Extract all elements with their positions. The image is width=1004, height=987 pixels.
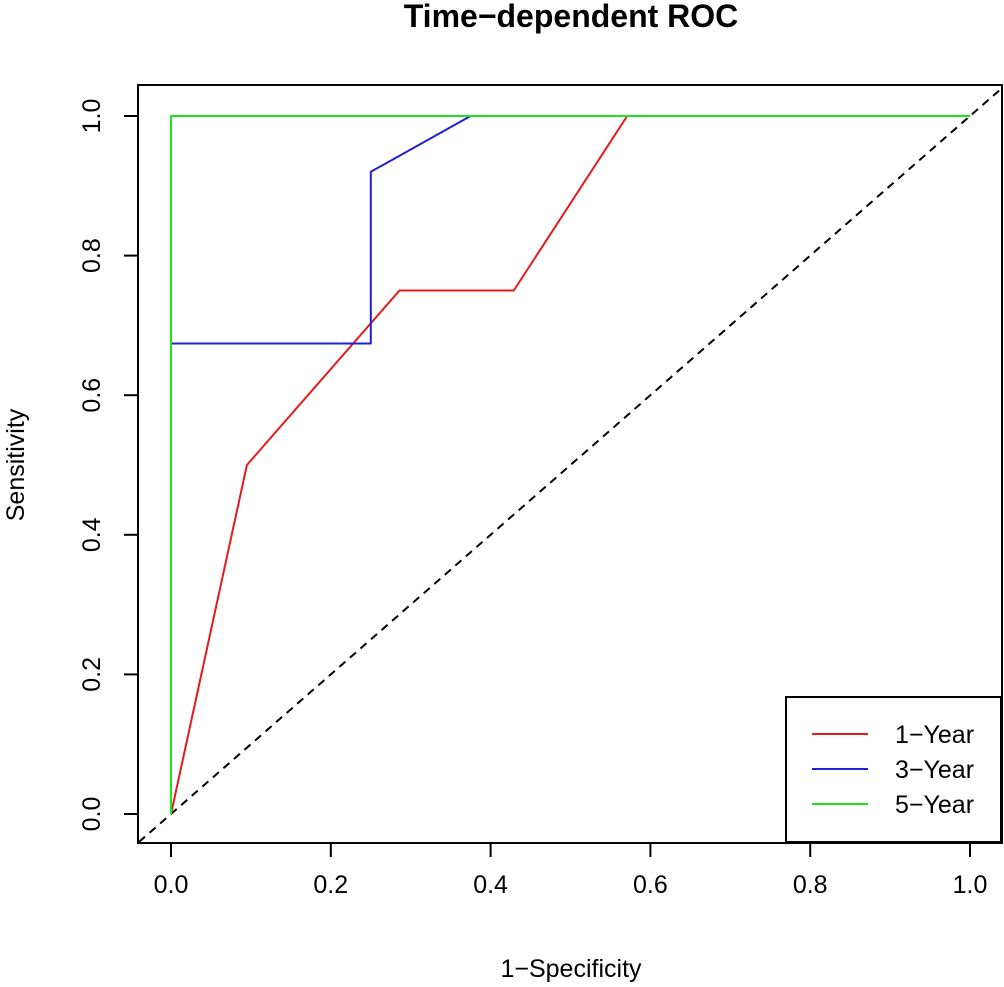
x-tick-label: 1.0 [953,871,988,899]
x-axis: 0.0 0.2 0.4 0.6 0.8 1.0 [154,842,988,899]
reference-diagonal-line [138,87,1003,843]
x-tick-label: 0.0 [154,871,189,899]
y-axis-title: Sensitivity [2,408,30,521]
plot-lines [138,87,1003,843]
y-tick-label: 0.6 [78,378,106,413]
y-axis: 0.0 0.2 0.4 0.6 0.8 1.0 [78,99,139,832]
y-tick-label: 0.2 [78,657,106,692]
x-tick-label: 0.2 [313,871,348,899]
series-line-3 [170,115,970,814]
chart-title: Time−dependent ROC [404,0,739,34]
legend-label: 1−Year [895,721,974,749]
x-axis-title: 1−Specificity [500,955,642,983]
x-tick-label: 0.6 [633,871,668,899]
legend-label: 5−Year [895,791,974,819]
x-tick-label: 0.4 [473,871,508,899]
x-tick-label: 0.8 [793,871,828,899]
legend-box [785,696,1002,843]
y-tick-label: 0.8 [78,238,106,273]
y-tick-label: 1.0 [78,99,106,134]
y-tick-label: 0.4 [78,517,106,552]
legend-label: 3−Year [895,756,974,784]
legend: 1−Year 3−Year 5−Year [785,696,1002,843]
y-tick-label: 0.0 [78,797,106,832]
